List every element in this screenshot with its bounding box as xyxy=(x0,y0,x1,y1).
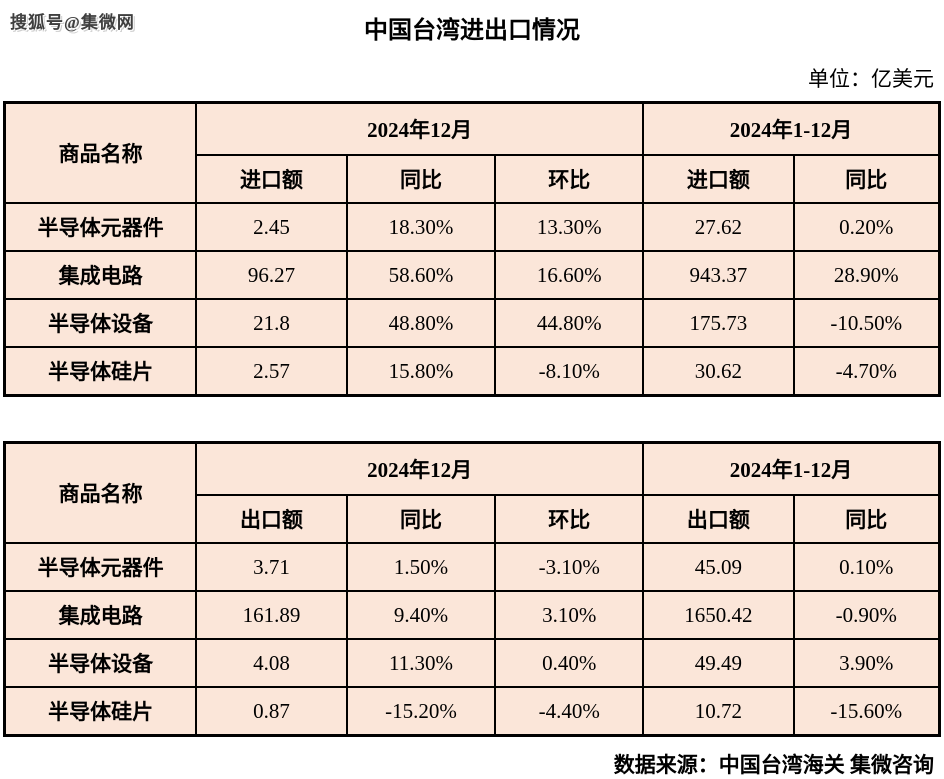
cell-value: 44.80% xyxy=(494,298,645,348)
import-table-row: 集成电路 96.27 58.60% 16.60% 943.37 28.90% xyxy=(3,250,941,300)
cell-value: 45.09 xyxy=(642,542,795,592)
product-name: 半导体元器件 xyxy=(3,202,198,252)
cell-value: 21.8 xyxy=(195,298,348,348)
cell-value: 10.72 xyxy=(642,686,795,737)
export-period-year-header: 2024年1-12月 xyxy=(642,441,941,496)
table-separator xyxy=(0,397,944,441)
cell-value: 0.20% xyxy=(792,202,941,252)
cell-value: 3.90% xyxy=(792,638,941,688)
cell-value: 16.60% xyxy=(494,250,645,300)
export-period-month-header: 2024年12月 xyxy=(195,441,645,496)
cell-value: 3.71 xyxy=(195,542,348,592)
import-col-mom-month: 环比 xyxy=(494,154,645,204)
import-table-row: 半导体硅片 2.57 15.80% -8.10% 30.62 -4.70% xyxy=(3,346,941,397)
data-source-label: 数据来源：中国台湾海关 集微咨询 xyxy=(613,753,934,777)
page-title: 中国台湾进出口情况 xyxy=(364,18,580,44)
unit-label: 单位：亿美元 xyxy=(808,67,934,91)
product-name: 半导体元器件 xyxy=(3,542,198,592)
export-table-header-row-1: 商品名称 2024年12月 2024年1-12月 xyxy=(3,441,941,544)
cell-value: -0.90% xyxy=(792,590,941,640)
cell-value: -15.60% xyxy=(792,686,941,737)
product-name: 半导体设备 xyxy=(3,638,198,688)
cell-value: -10.50% xyxy=(792,298,941,348)
cell-value: -8.10% xyxy=(494,346,645,397)
product-name: 集成电路 xyxy=(3,250,198,300)
export-col-yoy-year: 同比 xyxy=(792,494,941,544)
cell-value: 0.40% xyxy=(494,638,645,688)
cell-value: 943.37 xyxy=(642,250,795,300)
export-product-header: 商品名称 xyxy=(3,441,198,544)
sohu-watermark: 搜狐号@集微网 xyxy=(10,13,135,32)
import-table-row: 半导体元器件 2.45 18.30% 13.30% 27.62 0.20% xyxy=(3,202,941,252)
cell-value: 175.73 xyxy=(642,298,795,348)
import-period-year-header: 2024年1-12月 xyxy=(642,101,941,156)
cell-value: 9.40% xyxy=(345,590,497,640)
cell-value: 13.30% xyxy=(494,202,645,252)
import-table-header-row-2: 进口额 同比 环比 进口额 同比 xyxy=(5,154,941,204)
cell-value: 11.30% xyxy=(345,638,497,688)
cell-value: 30.62 xyxy=(642,346,795,397)
cell-value: 58.60% xyxy=(345,250,497,300)
cell-value: 27.62 xyxy=(642,202,795,252)
product-name: 半导体硅片 xyxy=(3,686,198,737)
export-table-row: 半导体硅片 0.87 -15.20% -4.40% 10.72 -15.60% xyxy=(3,686,941,737)
cell-value: -15.20% xyxy=(345,686,497,737)
cell-value: 1650.42 xyxy=(642,590,795,640)
cell-value: 161.89 xyxy=(195,590,348,640)
cell-value: -4.70% xyxy=(792,346,941,397)
product-name: 半导体硅片 xyxy=(3,346,198,397)
cell-value: 0.10% xyxy=(792,542,941,592)
import-period-month-header: 2024年12月 xyxy=(195,101,645,156)
import-col-amount-year: 进口额 xyxy=(642,154,795,204)
import-table-row: 半导体设备 21.8 48.80% 44.80% 175.73 -10.50% xyxy=(3,298,941,348)
export-table-header-row-2: 出口额 同比 环比 出口额 同比 xyxy=(5,494,941,544)
export-col-yoy-month: 同比 xyxy=(345,494,497,544)
cell-value: 96.27 xyxy=(195,250,348,300)
cell-value: 28.90% xyxy=(792,250,941,300)
cell-value: 48.80% xyxy=(345,298,497,348)
product-name: 半导体设备 xyxy=(3,298,198,348)
import-col-yoy-year: 同比 xyxy=(792,154,941,204)
product-name: 集成电路 xyxy=(3,590,198,640)
import-product-header: 商品名称 xyxy=(3,101,198,204)
cell-value: 2.45 xyxy=(195,202,348,252)
cell-value: 1.50% xyxy=(345,542,497,592)
export-col-mom-month: 环比 xyxy=(494,494,645,544)
cell-value: 18.30% xyxy=(345,202,497,252)
import-table: 商品名称 2024年12月 2024年1-12月 进口额 同比 环比 进口额 同… xyxy=(3,101,941,397)
import-col-amount-month: 进口额 xyxy=(195,154,348,204)
cell-value: 0.87 xyxy=(195,686,348,737)
import-table-header-row-1: 商品名称 2024年12月 2024年1-12月 xyxy=(3,101,941,204)
cell-value: 3.10% xyxy=(494,590,645,640)
export-col-amount-year: 出口额 xyxy=(642,494,795,544)
export-col-amount-month: 出口额 xyxy=(195,494,348,544)
export-table-row: 半导体元器件 3.71 1.50% -3.10% 45.09 0.10% xyxy=(3,542,941,592)
export-table: 商品名称 2024年12月 2024年1-12月 出口额 同比 环比 出口额 同… xyxy=(3,441,941,737)
cell-value: -3.10% xyxy=(494,542,645,592)
export-table-row: 集成电路 161.89 9.40% 3.10% 1650.42 -0.90% xyxy=(3,590,941,640)
cell-value: 2.57 xyxy=(195,346,348,397)
cell-value: 4.08 xyxy=(195,638,348,688)
import-col-yoy-month: 同比 xyxy=(345,154,497,204)
cell-value: -4.40% xyxy=(494,686,645,737)
cell-value: 15.80% xyxy=(345,346,497,397)
cell-value: 49.49 xyxy=(642,638,795,688)
export-table-row: 半导体设备 4.08 11.30% 0.40% 49.49 3.90% xyxy=(3,638,941,688)
